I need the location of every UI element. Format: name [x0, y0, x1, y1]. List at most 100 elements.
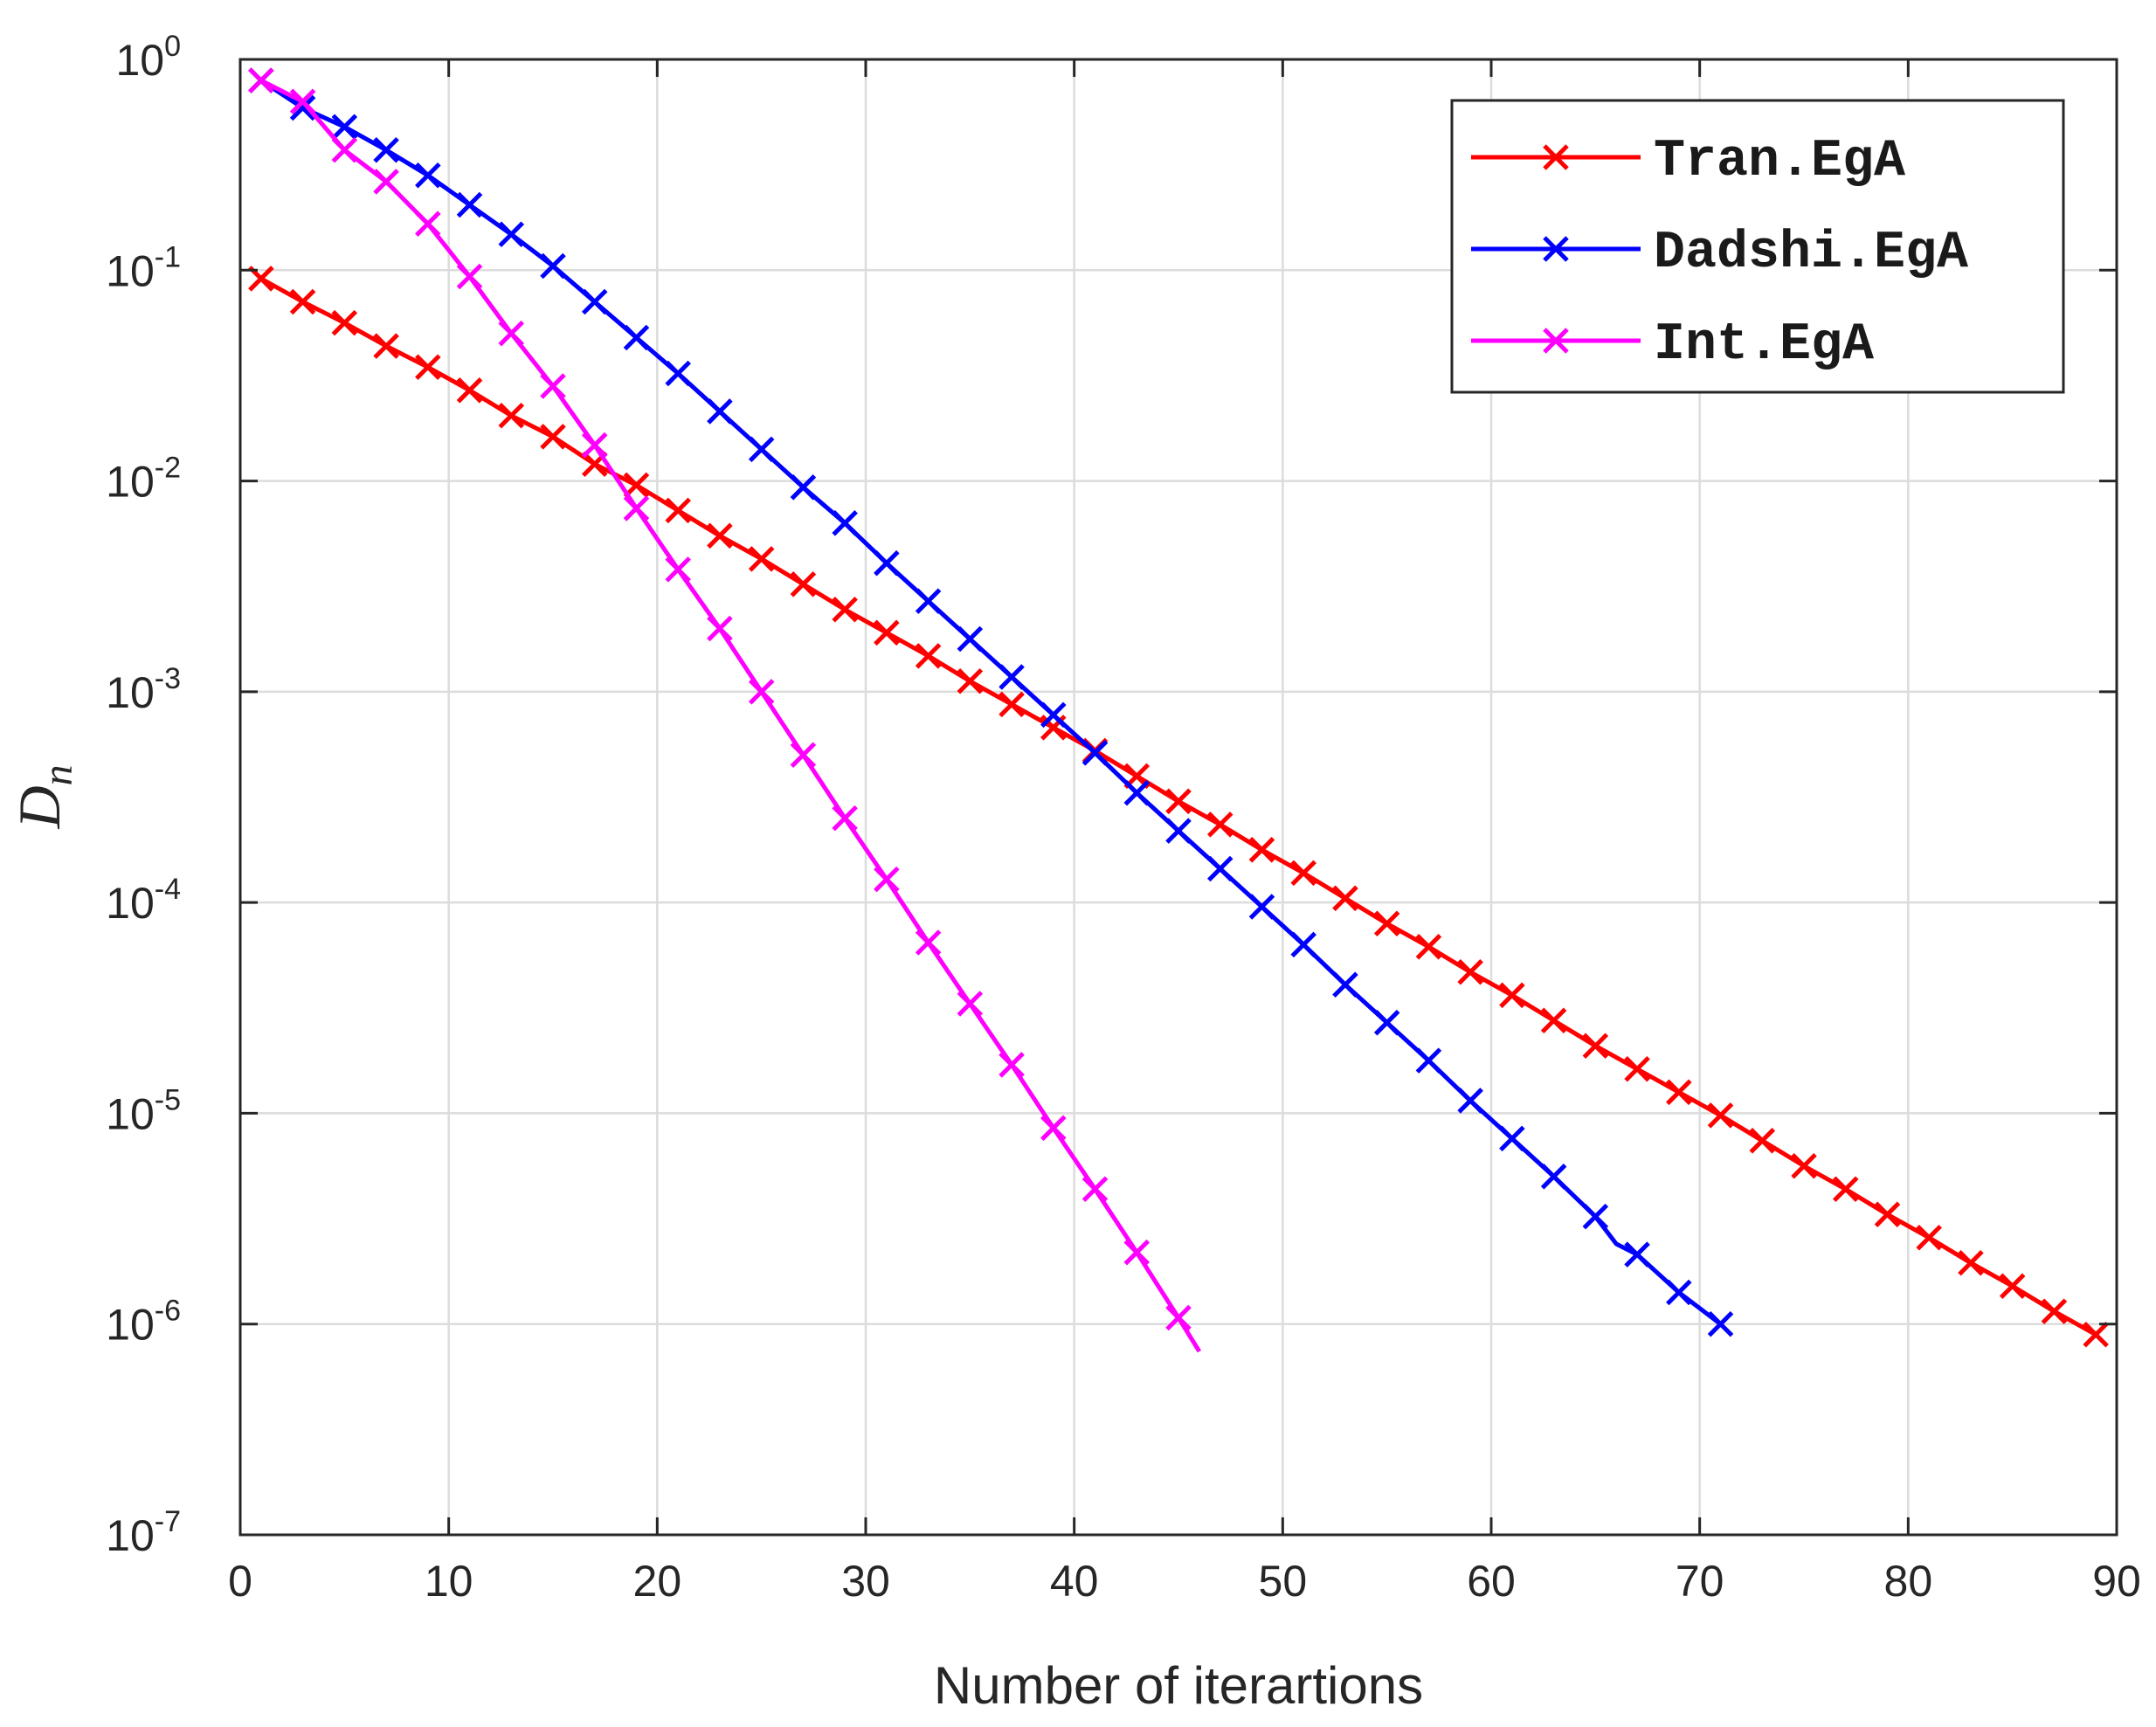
x-tick-label: 40 — [1050, 1557, 1099, 1606]
legend: Tran.EgA Dadshi.EgA Int.EgA — [1450, 99, 2065, 394]
y-tick-base: 10 — [106, 668, 155, 717]
legend-label: Dadshi.EgA — [1654, 224, 1968, 283]
data-point-tran-ega — [1999, 1273, 2026, 1300]
x-tick-label: 90 — [2092, 1557, 2141, 1606]
y-tick-exponent: -3 — [155, 662, 181, 695]
x-tick-label: 60 — [1467, 1557, 1516, 1606]
series-int-ega — [248, 67, 1202, 1353]
data-point-tran-ega — [1749, 1128, 1776, 1154]
data-point-dadshi-ega — [289, 94, 316, 121]
data-point-int-ega — [1165, 1304, 1192, 1331]
series-layer — [248, 67, 2109, 1353]
data-point-int-ega — [1081, 1176, 1109, 1203]
data-point-tran-ega — [1707, 1102, 1734, 1129]
data-point-dadshi-ega — [1123, 779, 1151, 806]
data-point-dadshi-ega — [498, 221, 525, 248]
data-point-tran-ega — [999, 691, 1025, 718]
data-point-tran-ega — [915, 643, 942, 669]
data-point-dadshi-ega — [1415, 1047, 1442, 1074]
data-point-dadshi-ega — [874, 549, 900, 577]
data-point-int-ega — [999, 1052, 1025, 1078]
y-tick-label: 10-6 — [106, 1295, 181, 1350]
data-point-tran-ega — [331, 309, 358, 336]
data-point-dadshi-ega — [1666, 1279, 1692, 1306]
data-point-tran-ega — [1832, 1176, 1859, 1203]
data-point-dadshi-ega — [1081, 740, 1109, 766]
x-tick-label: 10 — [425, 1557, 473, 1606]
data-point-tran-ega — [1958, 1249, 1984, 1276]
data-point-dadshi-ega — [957, 625, 984, 653]
data-point-int-ega — [456, 263, 483, 290]
data-point-dadshi-ega — [1165, 818, 1192, 844]
data-point-int-ega — [874, 866, 900, 893]
data-point-dadshi-ega — [373, 136, 399, 163]
data-point-tran-ega — [1373, 910, 1400, 937]
data-point-tran-ega — [1916, 1225, 1942, 1251]
data-point-tran-ega — [2083, 1322, 2109, 1348]
data-point-int-ega — [415, 211, 441, 237]
y-tick-base: 10 — [106, 246, 155, 295]
data-point-tran-ega — [832, 596, 858, 623]
data-point-dadshi-ega — [456, 191, 483, 218]
data-point-dadshi-ega — [832, 510, 858, 536]
data-point-int-ega — [623, 495, 650, 522]
data-point-tran-ega — [498, 403, 525, 429]
data-point-dadshi-ega — [748, 436, 775, 463]
y-tick-label: 10-4 — [106, 873, 181, 928]
data-point-int-ega — [957, 991, 984, 1017]
data-point-dadshi-ega — [665, 360, 691, 387]
data-point-int-ega — [748, 679, 775, 705]
data-point-dadshi-ega — [1540, 1164, 1567, 1190]
data-point-dadshi-ega — [1457, 1088, 1483, 1114]
data-point-dadshi-ega — [1290, 931, 1316, 958]
data-point-tran-ega — [748, 546, 775, 572]
data-point-int-ega — [373, 169, 399, 195]
data-point-tran-ega — [415, 354, 441, 381]
data-point-tran-ega — [1624, 1055, 1650, 1082]
data-point-dadshi-ega — [540, 252, 566, 280]
tick-labels: 0 10 20 30 40 50 60 70 80 9010010-110-210-310-410… — [106, 30, 2141, 1606]
legend-item-int-ega: Int.EgA — [1471, 315, 1874, 375]
y-axis-label-base: D — [6, 785, 73, 829]
data-point-int-ega — [665, 556, 691, 583]
x-tick-label: 20 — [633, 1557, 682, 1606]
data-point-int-ega — [498, 320, 525, 347]
data-point-int-ega — [790, 742, 817, 769]
legend-item-tran-ega: Tran.EgA — [1471, 132, 1905, 191]
data-point-dadshi-ega — [1707, 1310, 1734, 1337]
legend-marker — [1543, 236, 1569, 262]
data-point-int-ega — [915, 929, 942, 956]
data-point-tran-ega — [373, 333, 399, 359]
data-point-dadshi-ega — [1332, 971, 1358, 998]
data-point-tran-ega — [1666, 1079, 1692, 1106]
y-tick-base: 10 — [106, 458, 155, 507]
y-tick-label: 10-1 — [106, 240, 181, 295]
y-tick-label: 10-7 — [106, 1505, 181, 1560]
y-tick-label: 100 — [115, 30, 181, 85]
data-point-tran-ega — [623, 472, 650, 499]
y-tick-base: 10 — [106, 1301, 155, 1350]
y-tick-label: 10-5 — [106, 1083, 181, 1138]
data-point-tran-ega — [790, 571, 817, 598]
data-point-int-ega — [289, 88, 316, 115]
data-point-dadshi-ega — [707, 398, 733, 425]
data-point-int-ega — [1040, 1115, 1067, 1142]
data-point-tran-ega — [1206, 812, 1233, 838]
data-point-tran-ega — [957, 668, 984, 694]
data-point-int-ega — [832, 805, 858, 832]
data-point-int-ega — [581, 432, 608, 459]
legend-marker — [1543, 328, 1569, 354]
data-point-dadshi-ega — [1373, 1009, 1400, 1036]
svg-text:Dn: Dn — [6, 764, 81, 829]
ticks — [238, 58, 2118, 1537]
data-point-dadshi-ega — [581, 288, 608, 315]
data-point-tran-ega — [707, 522, 733, 549]
data-point-int-ega — [248, 67, 274, 93]
x-tick-label: 30 — [841, 1557, 890, 1606]
x-tick-label: 50 — [1259, 1557, 1308, 1606]
data-point-dadshi-ega — [915, 588, 942, 614]
y-tick-label: 10-2 — [106, 452, 181, 507]
data-point-int-ega — [540, 373, 566, 399]
data-point-tran-ega — [1415, 934, 1442, 960]
data-point-tran-ega — [1248, 837, 1275, 863]
